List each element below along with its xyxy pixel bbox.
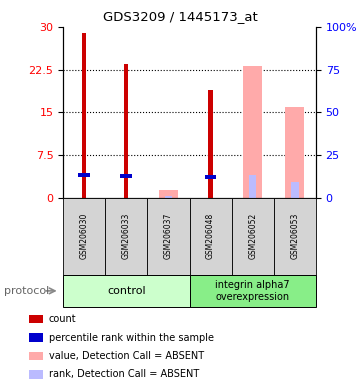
Bar xyxy=(205,175,217,179)
Text: GDS3209 / 1445173_at: GDS3209 / 1445173_at xyxy=(103,10,258,23)
Bar xyxy=(285,107,304,198)
Bar xyxy=(124,64,129,198)
Text: GSM206052: GSM206052 xyxy=(248,213,257,259)
Bar xyxy=(243,66,262,198)
Text: GSM206048: GSM206048 xyxy=(206,213,215,259)
Text: control: control xyxy=(107,286,145,296)
Bar xyxy=(82,33,86,198)
Text: integrin alpha7
overexpression: integrin alpha7 overexpression xyxy=(216,280,290,302)
Bar xyxy=(208,89,213,198)
Text: protocol: protocol xyxy=(4,286,49,296)
Text: value, Detection Call = ABSENT: value, Detection Call = ABSENT xyxy=(49,351,204,361)
Text: GSM206037: GSM206037 xyxy=(164,213,173,259)
Text: count: count xyxy=(49,314,77,324)
Text: GSM206033: GSM206033 xyxy=(122,213,131,259)
Text: rank, Detection Call = ABSENT: rank, Detection Call = ABSENT xyxy=(49,369,199,379)
Bar xyxy=(121,174,132,177)
Bar xyxy=(78,173,90,177)
Bar xyxy=(291,182,299,198)
Text: GSM206053: GSM206053 xyxy=(290,213,299,259)
Bar xyxy=(165,196,172,198)
Bar xyxy=(249,175,256,198)
Bar xyxy=(159,190,178,198)
Text: GSM206030: GSM206030 xyxy=(80,213,89,259)
Text: percentile rank within the sample: percentile rank within the sample xyxy=(49,333,214,343)
